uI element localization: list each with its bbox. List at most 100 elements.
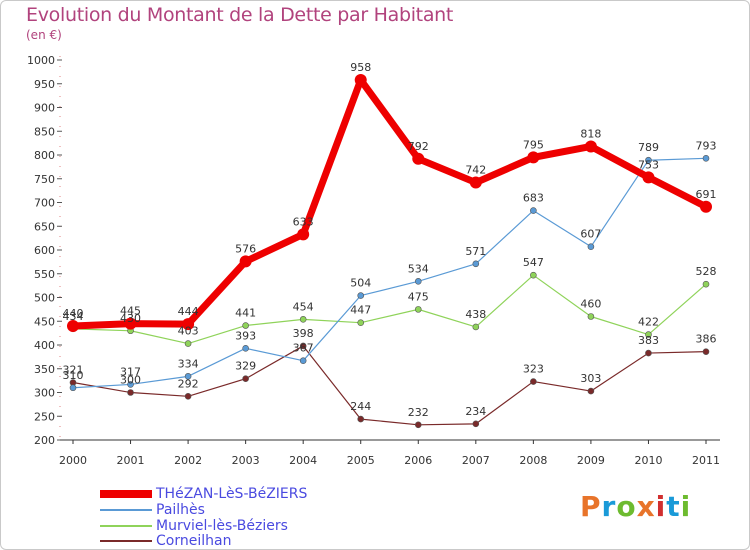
data-label: 795	[523, 138, 544, 151]
data-point	[587, 387, 595, 395]
data-label: 534	[408, 262, 429, 275]
data-label: 454	[293, 300, 314, 313]
y-tick-label: 750	[34, 173, 55, 186]
logo-letter: P	[580, 490, 602, 523]
data-point	[299, 357, 307, 364]
data-label: 528	[696, 265, 717, 278]
data-point	[702, 280, 710, 288]
data-label: 440	[63, 307, 84, 320]
data-label: 607	[580, 228, 601, 241]
x-tick-label: 2004	[289, 454, 317, 467]
data-label: 367	[293, 342, 314, 355]
data-label: 633	[293, 215, 314, 228]
data-label: 475	[408, 290, 429, 303]
x-tick-label: 2009	[577, 454, 605, 467]
y-tick-label: 700	[34, 197, 55, 210]
data-label: 792	[408, 140, 429, 153]
data-point	[530, 207, 537, 214]
data-label: 691	[696, 188, 717, 201]
data-point	[299, 316, 307, 323]
data-label: 383	[638, 334, 659, 347]
x-tick-label: 2002	[174, 454, 202, 467]
y-tick-label: 400	[34, 339, 55, 352]
data-label: 742	[465, 164, 486, 177]
data-point	[357, 415, 365, 423]
data-point	[472, 323, 480, 331]
data-point	[242, 345, 249, 352]
data-label: 300	[120, 374, 141, 387]
y-tick-label: 850	[34, 125, 55, 138]
y-tick-label: 550	[34, 268, 55, 281]
y-tick-label: 300	[34, 387, 55, 400]
data-point	[182, 318, 195, 331]
data-label: 958	[350, 61, 371, 74]
x-tick-label: 2000	[59, 454, 87, 467]
data-point	[530, 378, 537, 385]
data-label: 571	[465, 245, 486, 258]
logo-letter: i	[655, 490, 667, 523]
data-point	[299, 342, 307, 350]
x-tick-label: 2007	[462, 454, 490, 467]
data-point	[69, 384, 77, 392]
data-point	[645, 156, 652, 164]
data-label: 438	[465, 308, 486, 321]
data-label: 317	[120, 365, 141, 378]
data-point	[472, 260, 480, 268]
data-label: 232	[408, 406, 429, 419]
data-point	[530, 271, 537, 279]
y-tick-label: 350	[34, 363, 55, 376]
data-label: 323	[523, 363, 544, 376]
x-tick-label: 2010	[634, 454, 662, 467]
data-point	[584, 140, 597, 153]
logo-letter: r	[601, 490, 617, 523]
data-label: 445	[120, 305, 141, 318]
data-label: 398	[293, 327, 314, 340]
data-label: 334	[178, 357, 199, 370]
series-line	[72, 345, 707, 426]
proxiti-logo: Proxiti	[580, 490, 691, 523]
y-tick-label: 900	[34, 102, 55, 115]
series-line	[72, 274, 707, 345]
legend-label: THéZAN-LèS-BéZIERS	[156, 486, 308, 502]
chart-title: Evolution du Montant de la Dette par Hab…	[26, 4, 454, 26]
data-label: 430	[120, 312, 141, 325]
data-point	[242, 322, 249, 329]
data-point	[414, 278, 422, 285]
y-tick-label: 600	[34, 244, 55, 257]
data-label: 576	[235, 242, 256, 255]
data-point	[587, 243, 595, 250]
legend-swatch	[100, 540, 152, 542]
legend-label: Corneilhan	[156, 533, 232, 549]
data-point	[184, 373, 192, 380]
data-point	[297, 228, 310, 241]
data-point	[184, 340, 192, 347]
data-point	[239, 255, 252, 268]
data-label: 329	[235, 360, 256, 373]
data-label: 310	[63, 369, 84, 382]
data-point	[702, 155, 710, 162]
data-label: 292	[178, 377, 199, 390]
data-point	[642, 171, 655, 184]
data-label: 547	[523, 256, 544, 269]
series-line	[69, 76, 710, 330]
data-label: 434	[63, 310, 84, 323]
logo-letter: x	[636, 490, 656, 523]
data-label: 818	[580, 127, 601, 140]
data-point	[412, 152, 425, 165]
x-tick-label: 2001	[117, 454, 145, 467]
data-label: 234	[465, 405, 486, 418]
y-tick-label: 200	[34, 434, 55, 447]
legend-label: Murviel-lès-Béziers	[156, 518, 288, 534]
legend-label: Pailhès	[156, 502, 205, 518]
logo-letter: i	[680, 490, 692, 523]
logo-letter: t	[666, 490, 681, 523]
data-point	[645, 349, 652, 357]
legend-swatch	[100, 525, 152, 527]
x-tick-label: 2005	[347, 454, 375, 467]
data-label: 303	[580, 372, 601, 385]
data-point	[184, 392, 192, 400]
data-label: 386	[696, 333, 717, 346]
y-tick-label: 250	[34, 410, 55, 423]
data-point	[527, 151, 540, 164]
data-label: 447	[350, 304, 371, 317]
